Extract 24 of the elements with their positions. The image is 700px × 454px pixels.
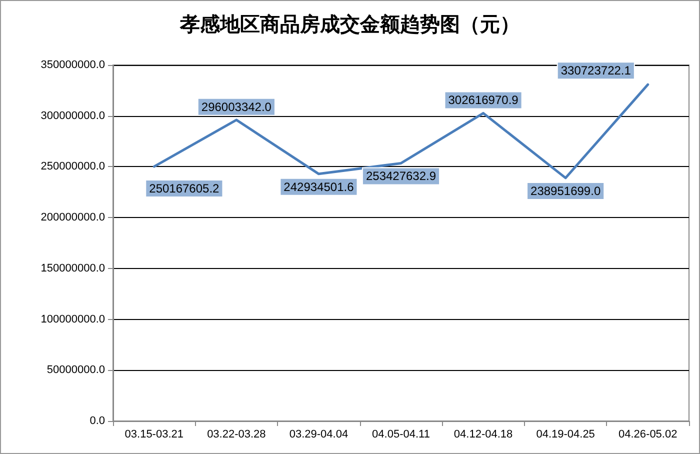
x-tick-label: 03.15-03.21: [124, 428, 184, 440]
x-tick-label: 04.26-05.02: [618, 428, 678, 440]
y-tick-label: 250000000.0: [40, 160, 105, 173]
y-tick-label: 350000000.0: [40, 59, 105, 71]
x-tick-label: 04.05-04.11: [372, 428, 430, 440]
line-series: [152, 83, 650, 180]
data-label: 250167605.2: [149, 182, 220, 196]
x-tick-label: 04.19-04.25: [536, 428, 595, 440]
data-label: 253427632.9: [366, 169, 436, 184]
data-label: 302616970.9: [448, 93, 519, 108]
y-tick-label: 200000000.0: [40, 212, 105, 224]
x-tick-label: 03.29-04.04: [289, 428, 348, 440]
x-tick-label: 03.22-03.28: [207, 428, 266, 440]
y-tick-label: 0.0: [90, 415, 105, 427]
y-tick-label: 100000000.0: [40, 313, 105, 326]
x-tick-label: 04.12-04.18: [454, 428, 513, 440]
data-label: 296003342.0: [201, 100, 272, 114]
y-tick-label: 300000000.0: [40, 110, 105, 122]
y-tick-label: 50000000.0: [46, 364, 105, 376]
chart-title: 孝感地区商品房成交金额趋势图（元）: [179, 12, 520, 36]
y-tick-label: 150000000.0: [40, 262, 105, 274]
data-label: 238951699.0: [530, 184, 601, 198]
data-label: 242934501.6: [284, 180, 354, 194]
data-label: 330723722.1: [560, 64, 632, 78]
